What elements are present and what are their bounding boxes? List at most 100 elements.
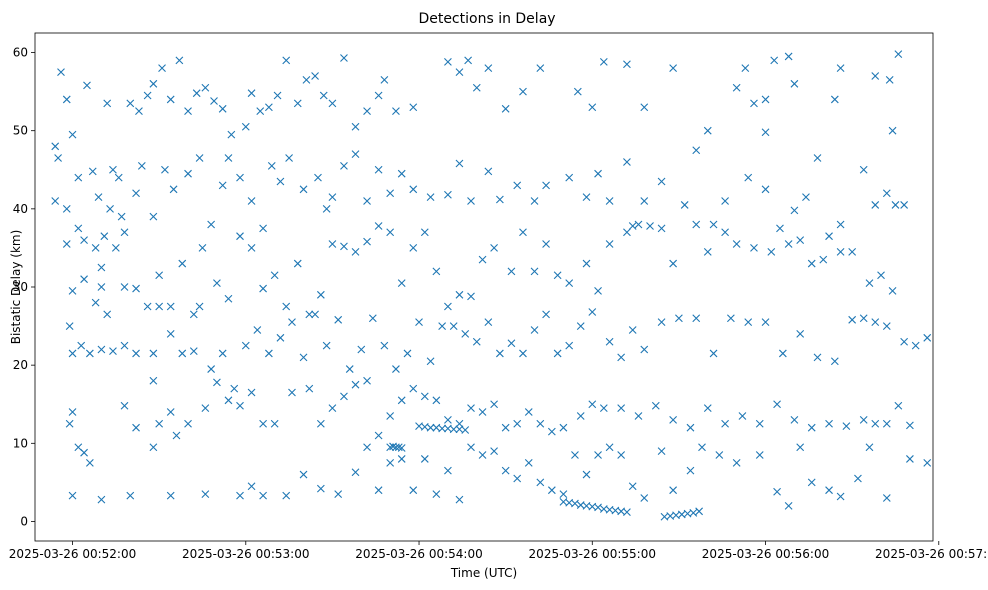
data-point [166,95,175,104]
data-point [149,443,158,452]
data-point [340,54,348,62]
data-point [207,220,216,229]
data-point [467,197,475,205]
data-point [628,326,637,334]
data-point [74,173,83,182]
data-point [132,284,140,293]
data-point [755,451,764,459]
data-point [201,83,210,92]
data-point [397,444,406,452]
data-point [316,484,325,493]
data-point [709,349,718,358]
data-point [455,290,464,299]
data-point [397,396,406,405]
data-point [825,486,833,495]
data-point [218,104,227,113]
data-point [328,240,337,248]
data-point [397,279,406,287]
data-point [507,339,516,348]
data-point [640,197,649,205]
x-tick-label: 2025-03-26 00:56:00 [702,547,829,561]
data-point [109,347,117,355]
data-point [374,165,383,174]
data-point [530,326,539,334]
data-point [227,130,236,139]
data-point [825,419,833,428]
data-point [692,220,701,229]
data-point [397,455,406,463]
data-point [132,189,140,198]
data-point [345,365,354,373]
data-point [871,201,880,209]
data-point [495,349,504,358]
data-point [319,91,328,100]
data-point [657,177,666,186]
data-point [83,81,91,90]
data-point [882,419,891,428]
data-point [247,89,256,98]
data-point [114,173,123,182]
data-point [85,458,94,467]
data-point [386,412,395,420]
data-point [888,126,897,135]
data-point [906,455,914,463]
data-point [68,349,77,358]
data-point [282,56,291,65]
data-point [409,384,418,393]
data-point [703,126,712,135]
data-point [201,404,210,413]
data-point [155,271,164,280]
data-point [576,412,585,420]
data-point [120,401,129,410]
data-point [669,64,678,73]
data-point [149,349,158,358]
data-point [62,204,71,213]
data-point [432,267,441,276]
data-point [877,271,885,280]
data-point [68,287,77,295]
data-point [51,142,60,151]
data-point [97,283,106,291]
data-point [576,322,585,330]
data-point [776,224,784,233]
y-tick-label: 30 [13,280,28,294]
data-point [559,423,568,432]
data-point [836,64,845,73]
data-point [882,322,891,330]
data-point [340,392,348,401]
data-point [126,491,135,500]
data-point [680,201,689,209]
data-point [750,99,758,108]
data-point [530,267,539,276]
data-point [484,318,493,327]
data-point [750,244,758,252]
data-point [166,330,175,338]
data-point [444,190,452,199]
data-point [519,228,527,237]
data-point [484,167,493,176]
data-point [588,400,597,409]
data-point [432,490,441,498]
data-point [94,193,103,202]
data-point [732,240,741,248]
data-point [807,423,816,432]
data-point [634,412,643,420]
data-point [392,107,400,116]
data-point [796,443,805,452]
y-axis: 0 10 20 30 40 50 60 [13,46,35,528]
data-point [894,50,903,58]
data-point [842,422,851,431]
data-point [137,161,146,170]
data-point [374,486,383,495]
data-point [314,173,322,182]
data-point [299,185,308,194]
data-point [363,443,371,452]
data-point [409,244,418,252]
data-point [420,455,429,463]
data-point [490,400,498,409]
data-point [97,495,106,504]
data-point [85,349,94,358]
data-point [334,315,343,324]
data-point [120,283,129,291]
data-point [830,95,839,104]
